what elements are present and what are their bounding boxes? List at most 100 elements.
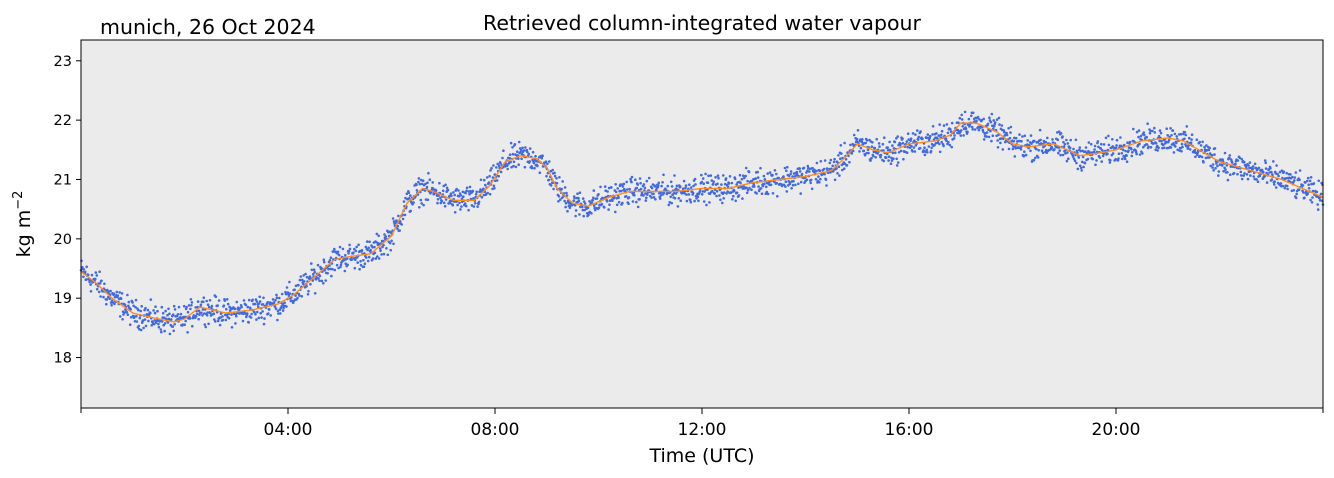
scatter-point	[470, 204, 474, 207]
scatter-point	[1286, 187, 1289, 191]
scatter-point	[1185, 125, 1189, 128]
scatter-point	[1307, 187, 1311, 190]
scatter-point	[1152, 142, 1155, 145]
scatter-point	[1134, 150, 1138, 154]
scatter-point	[727, 182, 731, 185]
scatter-point	[316, 263, 320, 267]
scatter-point	[865, 139, 869, 142]
scatter-point	[502, 149, 505, 152]
scatter-point	[992, 124, 996, 128]
scatter-point	[343, 269, 347, 273]
scatter-point	[1092, 150, 1096, 154]
scatter-point	[1181, 145, 1184, 149]
scatter-point	[460, 205, 463, 208]
scatter-point	[312, 268, 316, 272]
scatter-point	[882, 159, 886, 163]
scatter-point	[553, 174, 557, 178]
scatter-point	[426, 181, 429, 184]
scatter-point	[1317, 179, 1320, 183]
scatter-point	[363, 262, 367, 266]
scatter-point	[982, 138, 986, 141]
scatter-point	[235, 314, 238, 318]
scatter-point	[733, 177, 737, 181]
scatter-point	[398, 220, 402, 223]
scatter-point	[116, 294, 120, 298]
scatter-point	[278, 296, 281, 300]
scatter-point	[916, 138, 920, 141]
scatter-point	[776, 195, 779, 198]
scatter-point	[1121, 157, 1124, 161]
scatter-point	[157, 322, 160, 326]
scatter-point	[168, 332, 172, 336]
scatter-point	[948, 143, 952, 147]
scatter-point	[650, 196, 653, 199]
scatter-point	[1264, 161, 1267, 165]
scatter-point	[638, 177, 642, 180]
scatter-point	[666, 184, 670, 188]
scatter-point	[1310, 182, 1313, 186]
scatter-point	[261, 310, 264, 313]
scatter-point	[463, 202, 467, 205]
scatter-point	[209, 311, 212, 315]
scatter-point	[184, 319, 187, 323]
scatter-point	[700, 180, 704, 184]
scatter-point	[606, 190, 609, 193]
scatter-point	[263, 317, 266, 320]
scatter-point	[625, 188, 629, 191]
scatter-point	[109, 301, 113, 304]
scatter-point	[850, 152, 854, 155]
scatter-point	[162, 323, 165, 327]
scatter-point	[1156, 149, 1159, 152]
scatter-point	[1308, 179, 1312, 183]
scatter-point	[314, 278, 318, 281]
scatter-point	[225, 298, 229, 301]
scatter-point	[563, 199, 566, 203]
scatter-point	[989, 129, 992, 133]
scatter-point	[210, 306, 213, 310]
scatter-point	[453, 193, 457, 197]
scatter-point	[108, 297, 111, 301]
scatter-point	[95, 287, 99, 291]
scatter-point	[831, 164, 834, 168]
scatter-point	[452, 191, 455, 194]
scatter-point	[516, 150, 519, 153]
scatter-point	[590, 201, 594, 204]
scatter-point	[1115, 144, 1118, 147]
scatter-point	[517, 157, 520, 160]
scatter-point	[425, 185, 429, 189]
scatter-point	[1122, 143, 1126, 147]
scatter-point	[308, 275, 312, 278]
y-axis-label-base: kg m	[13, 210, 35, 258]
scatter-point	[407, 191, 411, 194]
scatter-point	[354, 258, 357, 262]
scatter-point	[1244, 165, 1248, 168]
scatter-point	[479, 178, 483, 182]
scatter-point	[322, 258, 326, 262]
scatter-point	[420, 182, 424, 186]
scatter-point	[901, 142, 905, 145]
scatter-point	[391, 217, 395, 220]
scatter-point	[271, 298, 275, 301]
scatter-point	[1114, 146, 1118, 150]
scatter-point	[669, 195, 672, 199]
scatter-point	[179, 312, 183, 316]
scatter-point	[526, 150, 529, 154]
scatter-point	[495, 179, 499, 182]
scatter-point	[737, 186, 740, 189]
scatter-point	[455, 187, 458, 191]
scatter-point	[1111, 152, 1115, 155]
scatter-point	[1154, 148, 1157, 152]
scatter-point	[549, 184, 553, 187]
scatter-point	[1018, 133, 1021, 136]
scatter-point	[324, 279, 328, 282]
scatter-point	[288, 280, 291, 284]
scatter-point	[991, 134, 995, 137]
scatter-point	[476, 205, 479, 208]
scatter-point	[581, 197, 585, 200]
scatter-point	[318, 279, 321, 283]
scatter-point	[890, 159, 894, 162]
scatter-point	[841, 168, 844, 172]
scatter-point	[576, 192, 579, 195]
scatter-point	[350, 258, 354, 261]
scatter-point	[1009, 125, 1013, 129]
